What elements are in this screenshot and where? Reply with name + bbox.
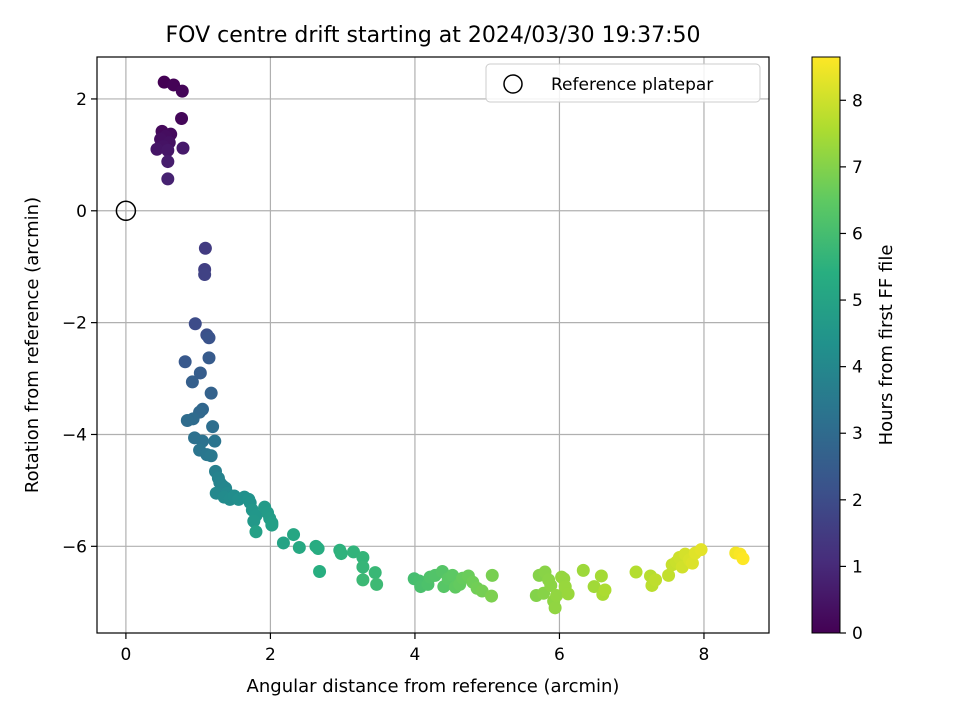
legend: Reference platepar: [485, 63, 761, 103]
data-point: [662, 568, 676, 582]
data-point: [198, 241, 212, 255]
data-point: [446, 568, 460, 582]
data-point: [292, 540, 306, 554]
y-axis-ticks: −6 −4 −2 0 2: [62, 90, 97, 557]
data-point: [265, 518, 279, 532]
colorbar-tick-label: 2: [852, 491, 863, 511]
data-point: [311, 542, 325, 556]
y-tick-label: 0: [76, 202, 87, 222]
data-point: [206, 420, 220, 434]
x-tick-label: 4: [410, 645, 421, 665]
data-point: [175, 84, 189, 98]
data-point: [188, 317, 202, 331]
data-point: [561, 587, 575, 601]
data-point: [176, 141, 190, 155]
data-point: [485, 568, 499, 582]
data-point: [249, 525, 263, 539]
data-point: [356, 573, 370, 587]
data-point: [598, 583, 612, 597]
x-tick-label: 8: [699, 645, 710, 665]
colorbar-tick-label: 3: [852, 424, 863, 444]
data-point: [313, 564, 327, 578]
data-point: [736, 552, 750, 566]
data-point: [161, 155, 175, 169]
y-tick-label: 2: [76, 90, 87, 110]
colorbar-tick-label: 5: [852, 291, 863, 311]
x-axis-ticks: 0 2 4 6 8: [120, 633, 709, 665]
data-point: [356, 560, 370, 574]
data-point: [247, 514, 261, 528]
data-point: [649, 573, 663, 587]
data-point: [544, 578, 558, 592]
data-point: [161, 172, 175, 186]
colorbar-tick-label: 6: [852, 224, 863, 244]
data-point: [208, 434, 222, 448]
colorbar-tick-label: 7: [852, 158, 863, 178]
data-point: [193, 366, 207, 380]
plot-frame: [96, 56, 770, 634]
data-point: [368, 566, 382, 580]
data-point: [356, 551, 370, 565]
colorbar-label: Hours from first FF file: [876, 245, 897, 446]
y-tick-label: −4: [62, 425, 87, 445]
data-point: [485, 589, 499, 603]
chart-title: FOV centre drift starting at 2024/03/30 …: [166, 23, 701, 48]
colorbar-ticks: 0 1 2 3 4 5 6 7 8: [840, 91, 863, 644]
y-tick-label: −6: [62, 537, 87, 557]
colorbar-tick-label: 1: [852, 557, 863, 577]
x-tick-label: 2: [265, 645, 276, 665]
data-point: [334, 547, 348, 561]
colorbar: 0 1 2 3 4 5 6 7 8 Hours from first FF file: [811, 56, 897, 644]
data-point: [347, 545, 361, 559]
data-point: [576, 563, 590, 577]
data-point: [550, 589, 564, 603]
x-axis-label: Angular distance from reference (arcmin): [247, 676, 620, 697]
data-point: [175, 112, 189, 126]
data-point: [629, 565, 643, 579]
data-point: [202, 351, 216, 365]
data-point: [202, 331, 216, 345]
x-tick-label: 6: [554, 645, 565, 665]
colorbar-tick-label: 4: [852, 358, 863, 378]
data-point: [185, 375, 199, 389]
data-point: [370, 577, 384, 591]
data-point: [594, 569, 608, 583]
reference-platepar-marker: [115, 200, 137, 222]
data-point: [150, 142, 164, 156]
legend-box: [485, 63, 761, 103]
data-point: [287, 528, 301, 542]
legend-entry-label: Reference platepar: [551, 75, 713, 95]
data-point: [204, 449, 218, 463]
y-tick-label: −2: [62, 314, 87, 334]
data-point: [198, 268, 212, 282]
colorbar-tick-label: 0: [852, 624, 863, 644]
legend-reference-marker: [503, 74, 523, 94]
data-point: [180, 413, 194, 427]
scatter-points: [115, 75, 750, 615]
data-point: [685, 556, 699, 570]
data-point: [548, 601, 562, 615]
data-point: [276, 536, 290, 550]
data-point: [587, 580, 601, 594]
data-point: [204, 386, 218, 400]
x-tick-label: 0: [120, 645, 131, 665]
colorbar-gradient: [811, 56, 841, 634]
data-point: [694, 543, 708, 557]
data-point: [161, 143, 175, 157]
colorbar-tick-label: 8: [852, 91, 863, 111]
data-point: [178, 355, 192, 369]
grid: [97, 57, 769, 633]
y-axis-label: Rotation from reference (arcmin): [22, 197, 43, 493]
